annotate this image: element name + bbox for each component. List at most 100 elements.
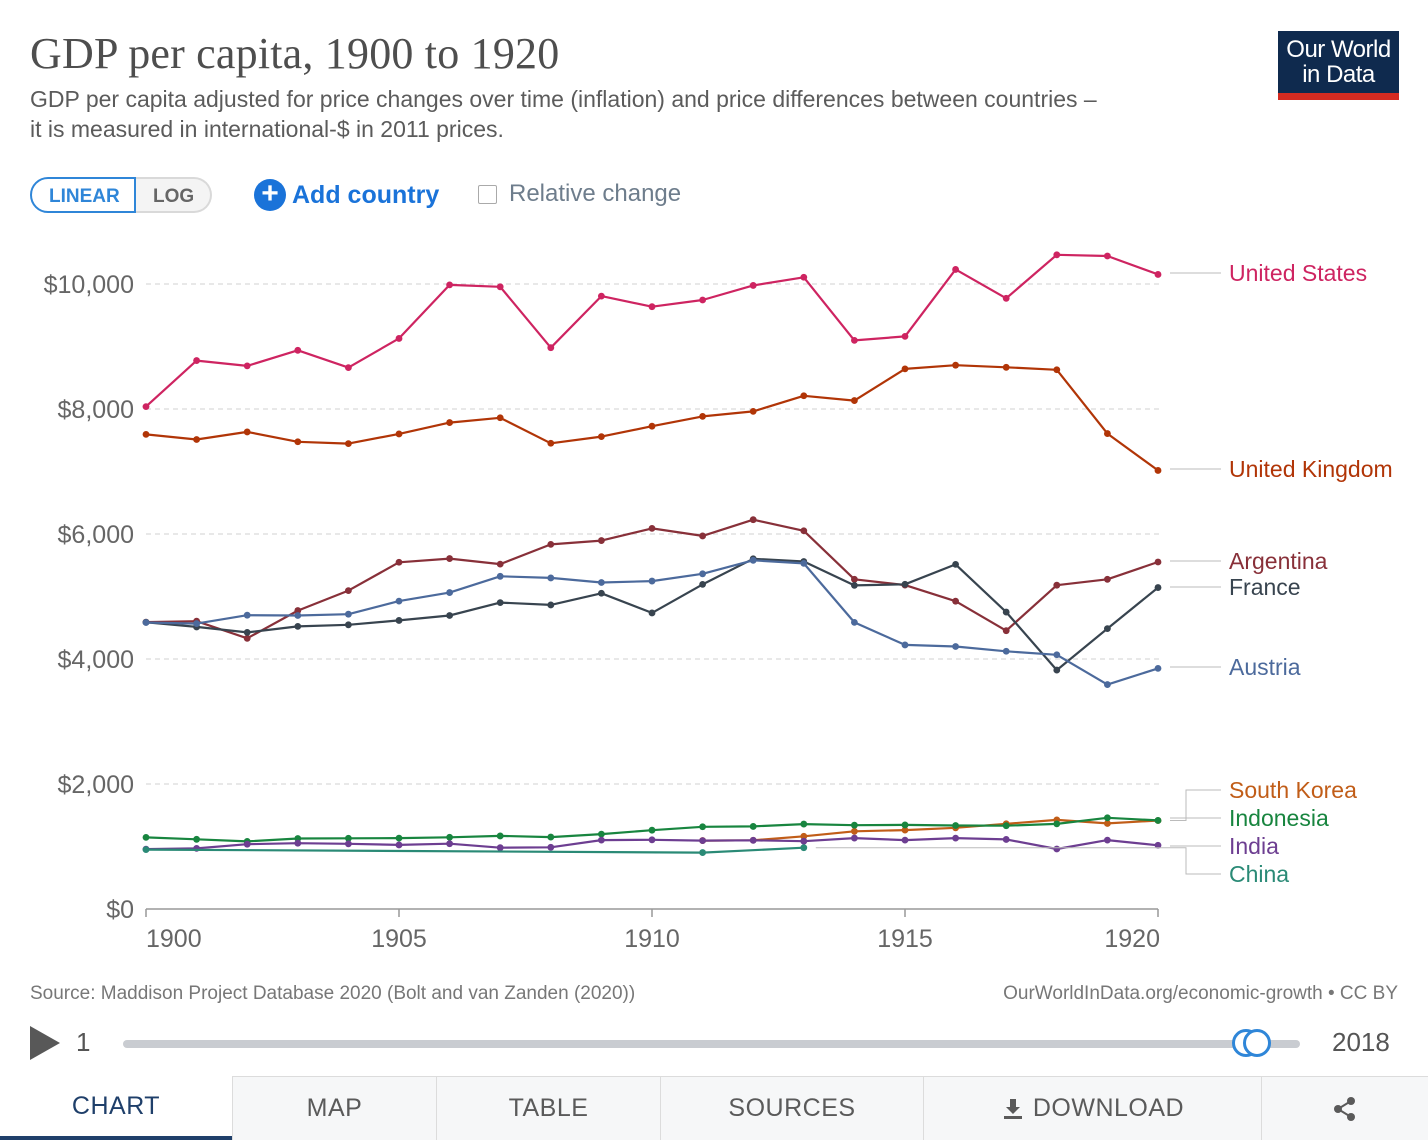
timeline-start-label: 1 xyxy=(76,1027,91,1057)
data-point xyxy=(749,823,757,830)
y-tick-label: $4,000 xyxy=(58,646,134,674)
timeline-track[interactable] xyxy=(123,1040,1300,1048)
data-point xyxy=(395,335,403,342)
data-point xyxy=(800,559,808,567)
relative-change-checkbox[interactable] xyxy=(478,184,497,204)
tab-table[interactable]: TABLE xyxy=(436,1076,660,1140)
legend-label: Austria xyxy=(1229,654,1301,680)
data-point xyxy=(243,362,251,370)
relative-change-label: Relative change xyxy=(509,180,682,207)
data-point xyxy=(142,403,150,411)
data-point xyxy=(952,597,959,605)
data-point xyxy=(901,836,909,844)
data-point xyxy=(1104,820,1111,827)
legend-label: United States xyxy=(1229,260,1367,286)
data-point xyxy=(699,570,706,578)
legend-connector xyxy=(815,847,1221,875)
subtitle-line-2: it is measured in international-$ in 201… xyxy=(30,116,504,142)
relative-change-toggle[interactable]: Relative change xyxy=(478,180,681,208)
tab-chart[interactable]: CHART xyxy=(0,1076,232,1140)
data-point xyxy=(142,846,150,854)
data-point xyxy=(547,439,555,447)
data-point xyxy=(901,641,909,649)
subtitle-line-1: GDP per capita adjusted for price change… xyxy=(30,86,1097,112)
data-point xyxy=(800,820,808,828)
add-country-button[interactable]: + Add country xyxy=(254,178,439,212)
data-point xyxy=(345,440,352,448)
data-point xyxy=(598,537,605,544)
data-point xyxy=(598,589,605,597)
x-tick-label: 1920 xyxy=(1104,925,1160,953)
data-point xyxy=(294,438,302,446)
data-point xyxy=(395,617,403,624)
data-point xyxy=(851,397,858,404)
data-point xyxy=(800,844,808,852)
tab-share[interactable] xyxy=(1261,1076,1428,1140)
legend-label: South Korea xyxy=(1229,777,1357,803)
data-point xyxy=(851,834,858,842)
data-point xyxy=(345,364,352,372)
linear-scale-button[interactable]: LINEAR xyxy=(30,177,136,213)
y-tick-label: $6,000 xyxy=(58,521,134,549)
scale-toggle: LINEAR LOG xyxy=(30,177,212,213)
data-point xyxy=(1053,820,1061,828)
data-point xyxy=(345,610,352,618)
x-tick-label: 1910 xyxy=(624,925,680,953)
data-point xyxy=(345,621,352,629)
data-point xyxy=(1104,430,1111,437)
data-point xyxy=(395,597,403,605)
data-point xyxy=(901,332,909,340)
data-point xyxy=(1053,251,1061,259)
data-point xyxy=(243,611,251,619)
data-point xyxy=(243,840,251,848)
data-point xyxy=(1002,363,1010,371)
data-point xyxy=(648,826,656,834)
tab-map[interactable]: MAP xyxy=(232,1076,436,1140)
play-icon[interactable] xyxy=(30,1026,60,1060)
data-point xyxy=(496,283,504,291)
data-point xyxy=(547,833,555,841)
legend-label: Indonesia xyxy=(1229,805,1329,831)
series-line xyxy=(702,818,1159,842)
timeline-end-handle[interactable] xyxy=(1242,1029,1271,1057)
data-point xyxy=(952,643,959,650)
data-point xyxy=(547,601,555,609)
data-point xyxy=(749,282,757,289)
data-point xyxy=(800,527,808,535)
data-point xyxy=(851,336,858,344)
tab-sources[interactable]: SOURCES xyxy=(660,1076,923,1140)
data-point xyxy=(1053,366,1061,374)
download-icon xyxy=(1003,1098,1022,1119)
data-point xyxy=(1154,558,1162,566)
owid-logo[interactable]: Our World in Data xyxy=(1278,31,1399,100)
license-note[interactable]: OurWorldInData.org/economic-growth • CC … xyxy=(1003,983,1398,1004)
data-point xyxy=(800,273,808,281)
data-point xyxy=(193,436,201,443)
data-point xyxy=(1002,822,1010,830)
logo-accent-bar xyxy=(1278,93,1399,100)
data-point xyxy=(547,843,555,851)
log-scale-button[interactable]: LOG xyxy=(136,177,212,213)
legend-label: China xyxy=(1229,861,1289,887)
data-point xyxy=(1053,651,1061,659)
data-point xyxy=(952,834,959,842)
data-point xyxy=(952,361,959,369)
source-note[interactable]: Source: Maddison Project Database 2020 (… xyxy=(30,983,636,1004)
data-point xyxy=(598,836,605,844)
data-point xyxy=(1154,467,1162,474)
data-point xyxy=(851,827,858,835)
data-point xyxy=(851,821,858,829)
data-point xyxy=(446,555,453,562)
data-point xyxy=(496,844,504,852)
data-point xyxy=(294,612,302,619)
data-point xyxy=(193,835,201,843)
data-point xyxy=(851,618,858,626)
data-point xyxy=(699,412,706,420)
data-point xyxy=(648,303,656,311)
tab-download[interactable]: DOWNLOAD xyxy=(923,1076,1261,1140)
data-point xyxy=(345,587,352,595)
timeline-end-label: 2018 xyxy=(1332,1027,1390,1057)
legend-label: Argentina xyxy=(1229,548,1328,574)
data-point xyxy=(800,837,808,845)
data-point xyxy=(446,833,453,841)
